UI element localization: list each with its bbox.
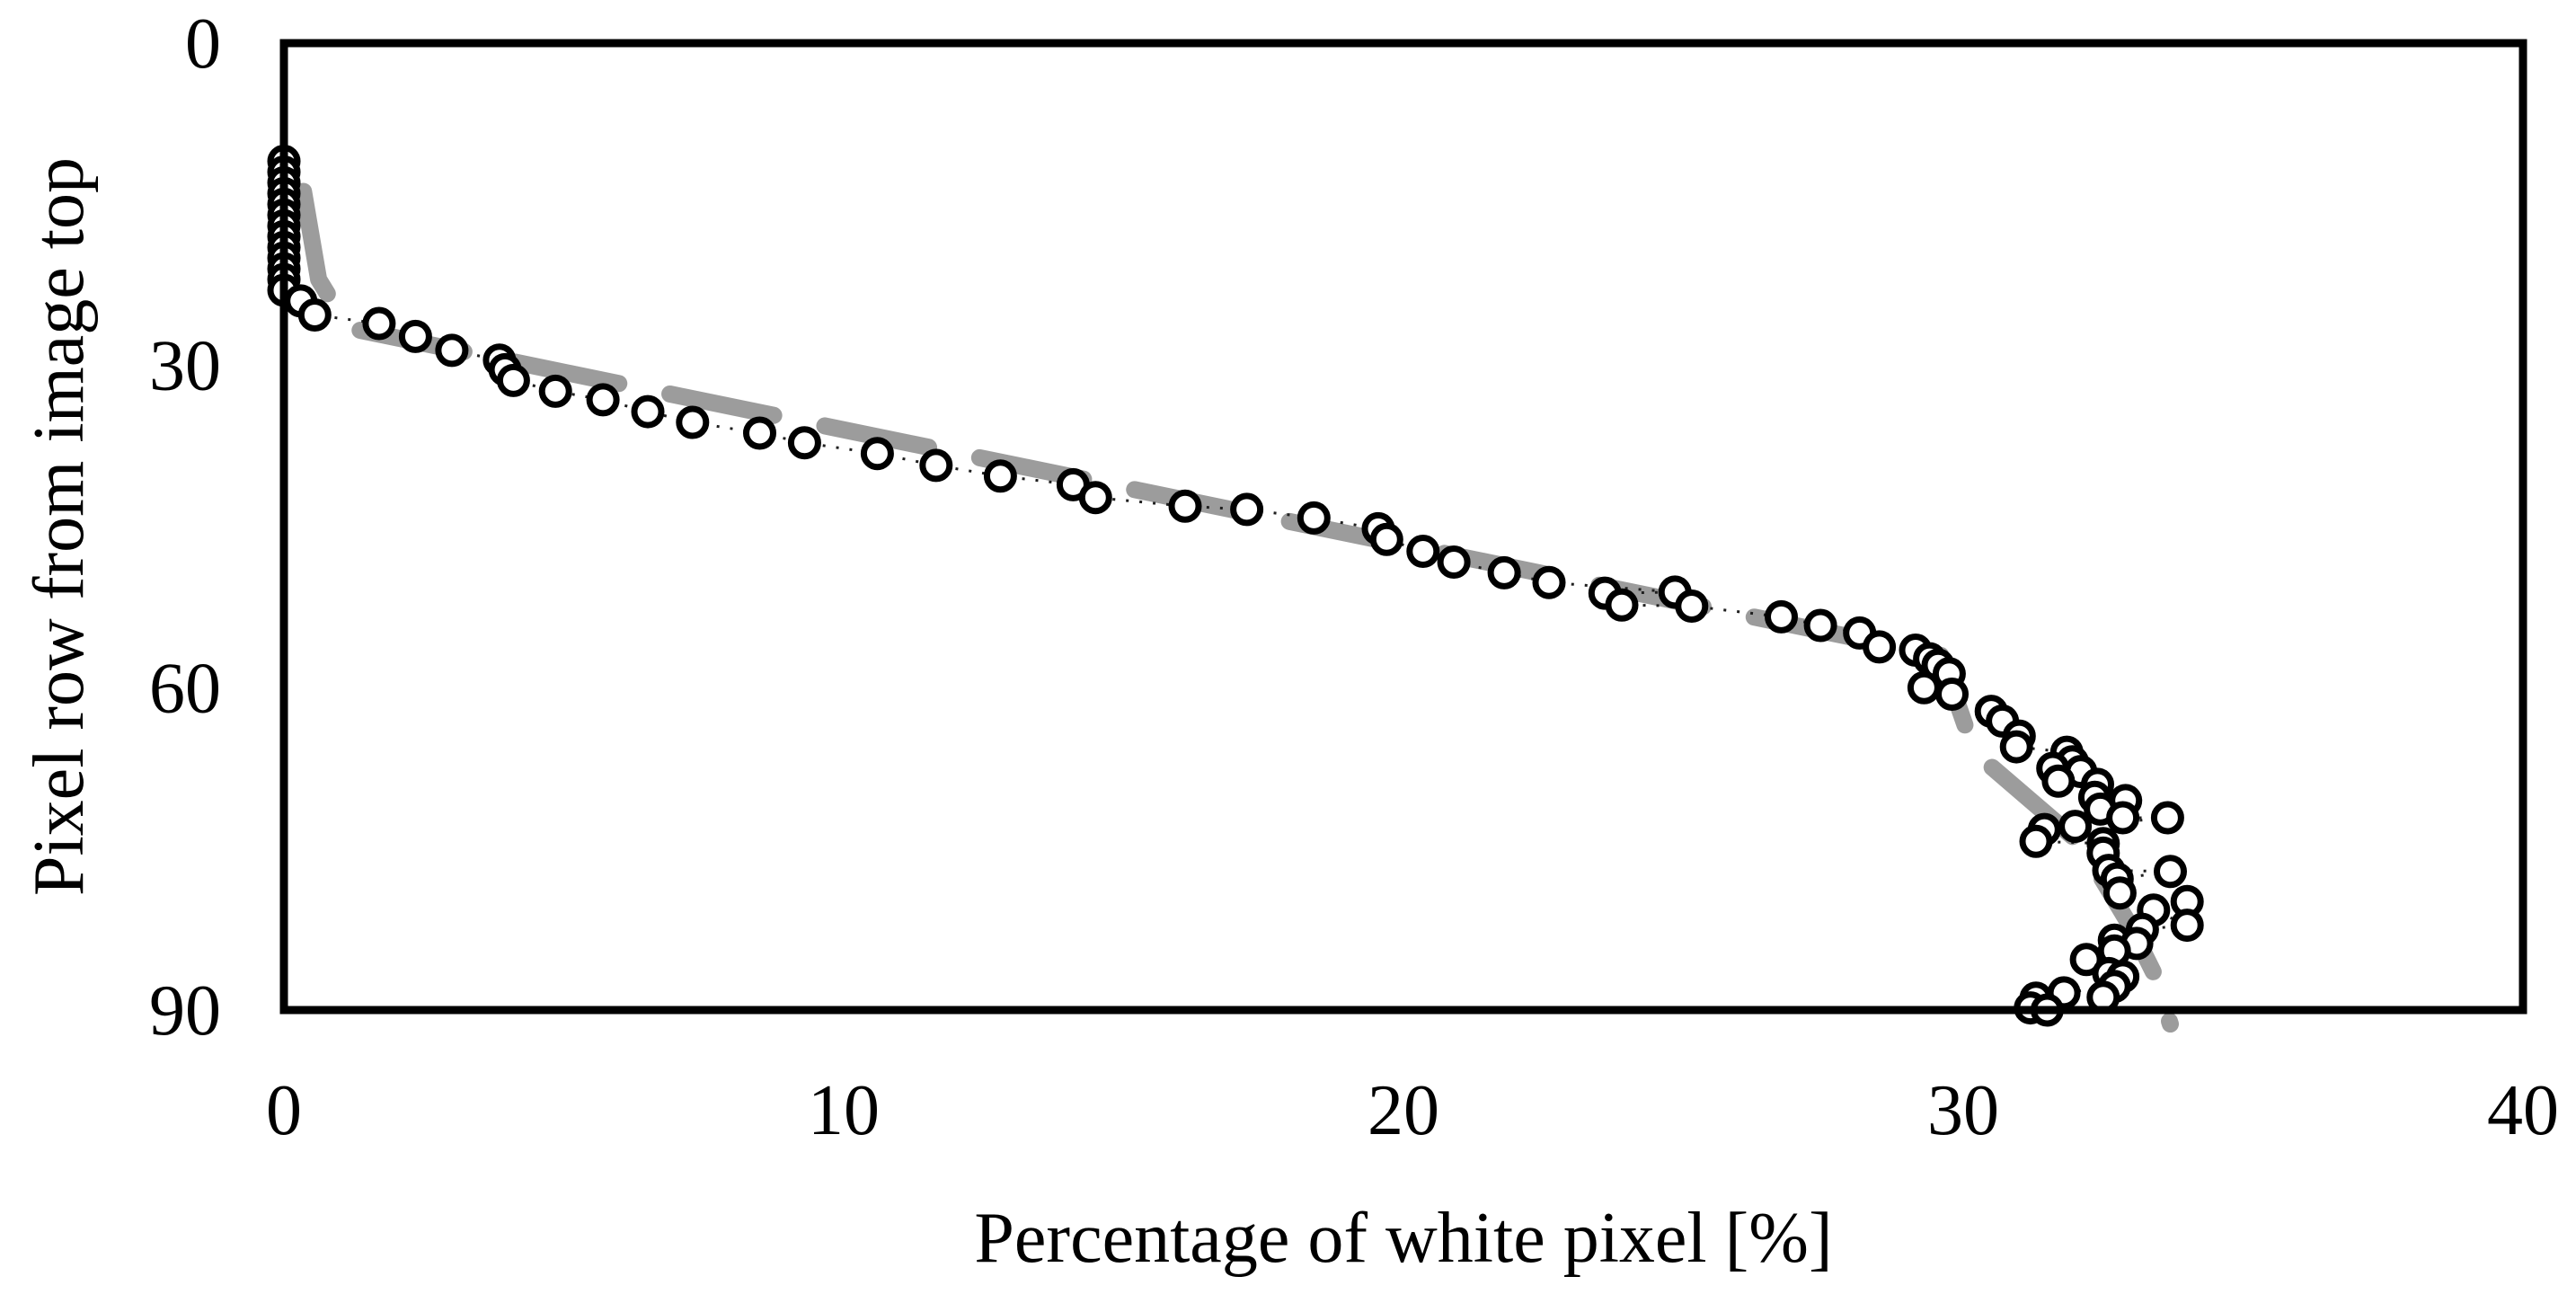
data-point-marker	[2154, 855, 2187, 889]
x-axis-title: Percentage of white pixel [%]	[974, 1199, 1832, 1278]
y-axis-tick-labels: 0 30 60 90	[149, 4, 221, 1050]
data-point-marker	[1532, 565, 1566, 599]
data-point-marker	[1765, 599, 1798, 634]
data-point-marker	[297, 298, 332, 332]
data-point-marker	[1863, 630, 1897, 664]
data-point-marker	[2102, 876, 2137, 910]
data-point-marker	[2019, 824, 2053, 858]
data-point-marker	[435, 333, 469, 368]
data-point-marker	[631, 394, 665, 429]
data-point-marker	[1078, 481, 1112, 515]
data-point-marker	[362, 306, 396, 341]
data-point-marker	[1168, 489, 1202, 523]
data-point-marker	[1369, 522, 1403, 556]
data-point-marker	[2106, 801, 2140, 835]
data-point-marker	[398, 319, 432, 353]
data-point-marker	[1230, 492, 1264, 527]
data-point-marker	[983, 459, 1017, 493]
data-point-marker	[586, 383, 620, 417]
dotted-connector-line	[282, 161, 2192, 1012]
scatter-markers	[267, 145, 2204, 1027]
data-point-marker	[676, 405, 710, 439]
data-point-marker	[538, 374, 572, 408]
data-point-marker	[1907, 670, 1941, 705]
data-point-marker	[1437, 545, 1471, 579]
y-tick-label: 60	[149, 649, 221, 728]
data-point-marker	[1999, 730, 2033, 764]
x-tick-label: 10	[808, 1071, 880, 1150]
x-axis-tick-labels: 0 10 20 30 40	[266, 1071, 2559, 1150]
x-tick-label: 30	[1927, 1071, 1999, 1150]
trend-dashed-line	[295, 182, 2180, 1033]
plot-border	[279, 39, 2527, 1015]
y-axis-title: Pixel row from image top	[20, 157, 99, 896]
data-point-marker	[787, 426, 821, 460]
x-tick-label: 0	[266, 1071, 302, 1150]
y-tick-label: 0	[185, 4, 221, 84]
data-point-marker	[1487, 555, 1521, 589]
data-point-marker	[1935, 678, 1969, 711]
data-point-marker	[2150, 801, 2184, 835]
data-point-marker	[496, 363, 530, 397]
data-point-marker	[1406, 535, 1440, 568]
y-tick-label: 30	[149, 327, 221, 406]
x-tick-label: 20	[1368, 1071, 1439, 1150]
y-tick-label: 90	[149, 971, 221, 1050]
data-point-marker	[919, 448, 953, 483]
data-point-marker	[1297, 501, 1331, 535]
data-point-marker	[2041, 764, 2076, 798]
data-point-marker	[2058, 810, 2093, 844]
data-point-marker	[860, 437, 894, 471]
data-point-marker	[1605, 588, 1639, 622]
x-tick-label: 40	[2487, 1071, 2559, 1150]
data-point-marker	[1803, 608, 1837, 643]
data-point-marker	[1675, 589, 1709, 623]
data-point-marker	[2170, 909, 2204, 943]
data-point-marker	[743, 416, 776, 450]
